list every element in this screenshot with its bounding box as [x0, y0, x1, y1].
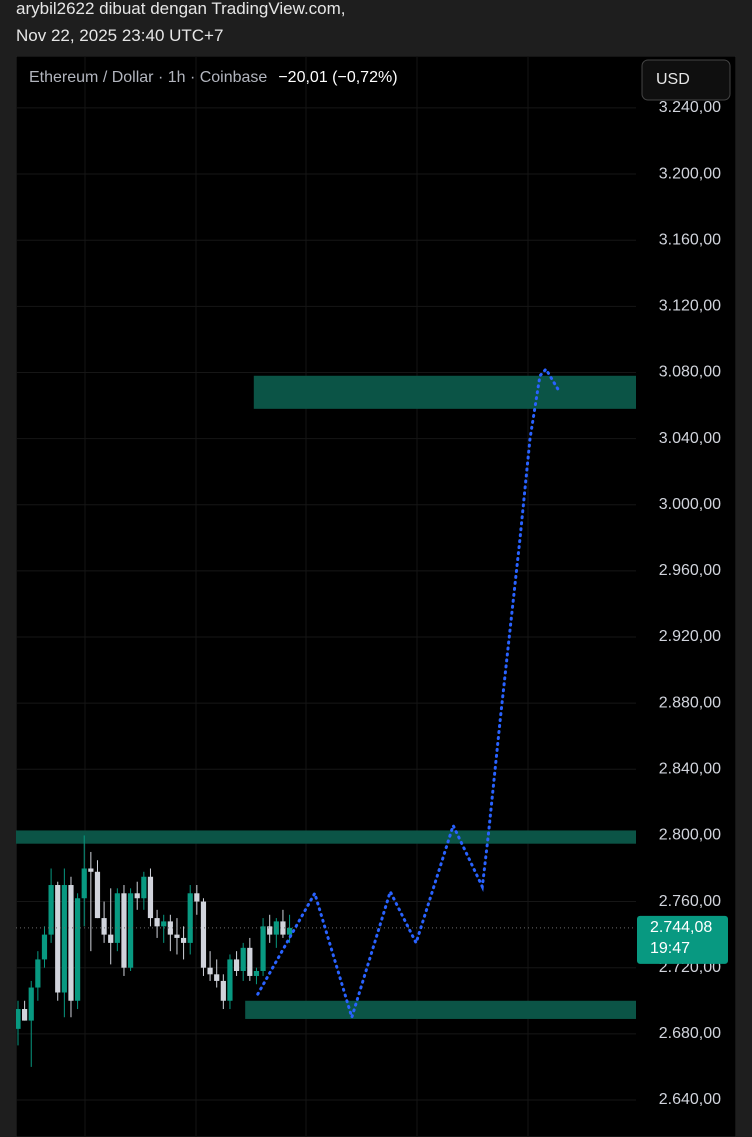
y-tick-label: 3.240,00: [659, 99, 721, 116]
currency[interactable]: USD: [656, 71, 690, 88]
candle-body: [260, 926, 266, 971]
last-price-label: 2.744,08: [650, 919, 712, 936]
candle-body: [127, 893, 134, 968]
candle-body: [61, 885, 67, 993]
chart-title: Ethereum / Dollar · 1h · Coinbase: [29, 69, 267, 86]
y-tick-label: 2.920,00: [659, 628, 721, 645]
y-tick-label: 2.760,00: [659, 893, 721, 910]
y-tick-label: 3.120,00: [659, 298, 721, 315]
candle-body: [141, 876, 147, 899]
candle-body: [240, 947, 246, 971]
candle-body: [194, 893, 200, 902]
candle-body: [247, 947, 253, 976]
layer: [16, 107, 637, 1101]
candle-body: [286, 927, 293, 935]
candle-body: [94, 871, 101, 919]
zone: [245, 1000, 636, 1019]
chart-bg: [16, 56, 736, 1137]
candle-body: [88, 868, 94, 872]
candle-body: [200, 901, 207, 968]
candle-body: [280, 921, 286, 935]
time-grid: [84, 56, 529, 1137]
candle-body: [154, 918, 160, 927]
y-tick-label: 3.160,00: [659, 231, 721, 248]
candle-body: [167, 921, 173, 935]
candle-body: [147, 876, 154, 919]
candle-body: [48, 885, 54, 935]
candle-body: [114, 893, 120, 943]
y-tick-label: 2.960,00: [659, 562, 721, 579]
currency-button[interactable]: [641, 59, 731, 101]
y-tick-label: 3.000,00: [659, 496, 721, 513]
candle-body: [101, 918, 107, 935]
y-tick-label: 3.040,00: [659, 430, 721, 447]
candle-body: [22, 1009, 28, 1021]
candle-body: [267, 926, 273, 935]
candle-body: [220, 980, 226, 1001]
candle-body: [134, 893, 140, 899]
candle-body: [233, 959, 240, 971]
y-tick-label: 2.840,00: [659, 761, 721, 778]
candle-body: [68, 885, 74, 1001]
candle-body: [75, 898, 81, 1001]
zone: [16, 830, 636, 844]
candle-body: [207, 967, 213, 975]
candle-body: [121, 893, 127, 968]
chart: Ethereum / Dollar · 1h · Coinbase −20,01…: [16, 56, 736, 1137]
countdown: 19:47: [650, 940, 690, 957]
candle-body: [187, 893, 193, 943]
change: −20,01 (−0,72%): [278, 69, 397, 86]
candle-body: [253, 970, 260, 976]
y-tick-label: 2.880,00: [659, 694, 721, 711]
candle-body: [214, 974, 220, 981]
candle-body: [28, 987, 34, 1021]
candle-body: [81, 868, 87, 899]
zone: [253, 375, 637, 409]
candle-body: [227, 959, 233, 1001]
y-tick-label: 2.680,00: [659, 1025, 721, 1042]
y-tick-label: 2.800,00: [659, 827, 721, 844]
candle-body: [161, 921, 167, 927]
header-line: arybil2622 dibuat dengan TradingView.com…: [16, 0, 346, 18]
y-tick-label: 3.080,00: [659, 364, 721, 381]
candle-body: [16, 1009, 21, 1029]
y-tick-label: 2.640,00: [659, 1091, 721, 1108]
candle-body: [174, 934, 180, 938]
last-price-box: [637, 915, 728, 964]
candle-body: [108, 934, 114, 943]
candle-body: [180, 937, 187, 943]
candle-body: [41, 934, 48, 960]
projection-line: [256, 366, 560, 1023]
candle-body: [55, 885, 61, 993]
candle-body: [35, 959, 41, 988]
header-line: Nov 22, 2025 23:40 UTC+7: [16, 26, 224, 45]
y-tick-label: 3.200,00: [659, 165, 721, 182]
